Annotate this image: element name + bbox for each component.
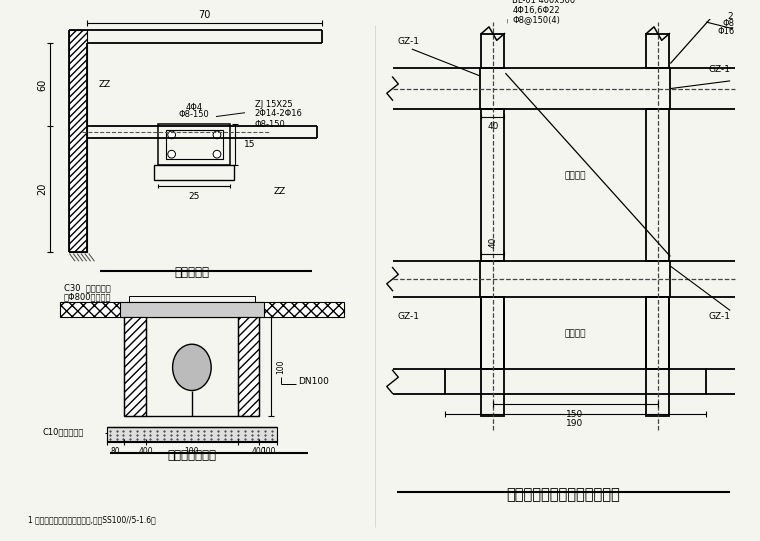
Text: 40: 40 [487, 122, 499, 131]
Bar [60, 302, 344, 317]
Bar [119, 302, 264, 317]
Text: DN100: DN100 [298, 377, 329, 386]
Text: 100: 100 [185, 447, 199, 457]
Text: 20: 20 [37, 183, 47, 195]
Bar [480, 68, 670, 109]
Bar [646, 34, 670, 68]
Text: 100: 100 [261, 447, 275, 457]
Text: 1 消火栓采用地下手动消火栓,规且SS100//5-1.6型: 1 消火栓采用地下手动消火栓,规且SS100//5-1.6型 [28, 515, 156, 524]
Text: 给水管支架: 给水管支架 [174, 266, 210, 279]
Text: 25: 25 [188, 192, 200, 201]
Text: 70: 70 [198, 10, 211, 20]
Bar [646, 109, 670, 261]
Bar [481, 109, 505, 261]
Text: C30  混凝土井圈: C30 混凝土井圈 [64, 284, 110, 293]
Text: 190: 190 [566, 419, 584, 428]
Bar [480, 261, 670, 297]
Bar [154, 165, 234, 180]
Text: 共用管沟交叉处顶板配筋大样: 共用管沟交叉处顶板配筋大样 [506, 487, 620, 502]
Text: 2Φ14-2Φ16: 2Φ14-2Φ16 [255, 109, 302, 118]
Circle shape [168, 131, 176, 138]
Text: 150: 150 [566, 410, 584, 419]
Text: C10混凝土基础: C10混凝土基础 [43, 427, 84, 437]
Text: ZZ: ZZ [98, 80, 110, 89]
Text: ZJ 15X25: ZJ 15X25 [255, 100, 293, 109]
Text: 4Φ4: 4Φ4 [185, 103, 202, 112]
Bar [481, 34, 505, 68]
Text: GZ-1: GZ-1 [708, 312, 730, 321]
Text: ZZ: ZZ [274, 187, 286, 196]
Text: GZ-1: GZ-1 [397, 312, 420, 321]
Bar [158, 124, 230, 165]
Bar [646, 297, 670, 370]
Text: 40: 40 [489, 236, 497, 248]
Bar [107, 427, 277, 441]
Circle shape [213, 150, 221, 158]
Text: Φ8@150(4): Φ8@150(4) [512, 16, 560, 24]
Text: BL-01 400x300: BL-01 400x300 [512, 0, 575, 5]
Text: 或Φ800铸铁井圈: 或Φ800铸铁井圈 [64, 293, 111, 301]
Bar [129, 296, 255, 302]
Bar [481, 297, 505, 415]
Circle shape [213, 131, 221, 138]
Bar [69, 30, 87, 252]
Text: 400: 400 [138, 447, 153, 457]
Ellipse shape [173, 344, 211, 391]
Text: 4Φ16,6Φ22: 4Φ16,6Φ22 [512, 6, 560, 15]
Text: Φ8-150: Φ8-150 [179, 110, 209, 120]
Text: 共用管沟: 共用管沟 [564, 329, 586, 338]
Text: 80: 80 [111, 447, 121, 457]
Text: Φ8: Φ8 [723, 19, 735, 29]
Bar [125, 317, 146, 415]
Circle shape [168, 150, 176, 158]
Bar [481, 297, 505, 370]
Bar [646, 297, 670, 415]
Text: 60: 60 [37, 78, 47, 91]
Bar [238, 317, 259, 415]
Text: 400: 400 [252, 447, 267, 457]
Text: 共用管沟: 共用管沟 [564, 171, 586, 180]
Text: Φ16: Φ16 [717, 27, 735, 36]
Text: Φ8-150: Φ8-150 [255, 120, 285, 129]
Bar [166, 130, 223, 159]
Text: 15: 15 [244, 140, 255, 149]
Bar [445, 370, 706, 394]
Text: GZ-1: GZ-1 [397, 37, 420, 46]
Text: 消火栓井大样图: 消火栓井大样图 [167, 450, 217, 463]
Text: 100: 100 [276, 359, 285, 374]
Text: GZ-1: GZ-1 [708, 65, 730, 74]
Text: 2: 2 [727, 12, 733, 21]
